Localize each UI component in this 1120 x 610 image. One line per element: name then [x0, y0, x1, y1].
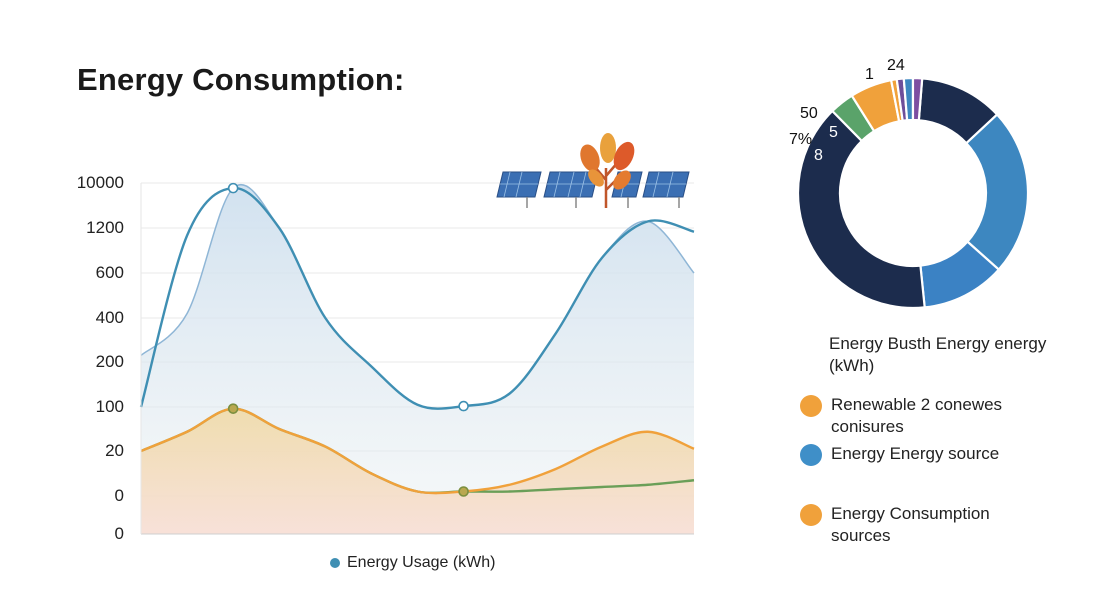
y-tick-label: 20	[105, 441, 124, 460]
line-chart-legend: Energy Usage (kWh)	[330, 554, 496, 572]
y-tick-label: 100	[95, 397, 124, 416]
slice-label: 1	[865, 66, 874, 83]
legend-swatch	[800, 395, 822, 417]
slice-label: 8	[814, 147, 823, 164]
legend-dot	[330, 558, 340, 568]
legend-item-label: Energy Energy source	[831, 444, 1000, 463]
y-tick-label: 600	[95, 263, 124, 282]
donut-slice	[964, 112, 1030, 272]
donut-chart	[796, 76, 1030, 310]
data-point-marker	[458, 486, 469, 497]
donut-legend-title: Energy Busth Energy energy (kWh)	[829, 334, 1047, 375]
y-tick-label: 0	[114, 524, 124, 543]
data-point-marker	[458, 400, 469, 412]
legend-swatch	[800, 444, 822, 466]
legend-swatch	[800, 504, 822, 526]
series-line	[139, 186, 695, 410]
legend-item-label: Renewable 2 conewes conisures	[831, 395, 1003, 436]
legend-label: Energy Usage (kWh)	[347, 554, 496, 571]
donut-slice	[911, 76, 924, 122]
legend-item: Energy Energy source	[800, 443, 1031, 466]
series-areas	[141, 184, 694, 534]
donut-slices	[796, 76, 1030, 310]
page-title: Energy Consumption:	[77, 62, 405, 97]
series-markers	[227, 182, 469, 497]
y-tick-label: 10000	[76, 173, 124, 192]
tree-icon	[580, 133, 635, 208]
y-tick-label: 200	[95, 352, 124, 371]
data-point-marker	[227, 403, 239, 414]
data-point-marker	[227, 182, 239, 194]
y-tick-label: 1200	[86, 218, 124, 237]
slice-label: 50	[800, 105, 818, 122]
legend-item: Renewable 2 conewes conisures	[800, 394, 1031, 438]
line-area-chart	[139, 133, 695, 535]
y-tick-label: 400	[95, 308, 124, 327]
slice-label: 5	[829, 124, 838, 141]
slice-label: 7%	[789, 131, 813, 148]
y-tick-label: 0	[114, 486, 124, 505]
legend-item: Energy Consumption sources	[800, 503, 1031, 547]
legend-item-label: Energy Consumption sources	[831, 504, 990, 545]
slice-label: 24	[887, 57, 905, 74]
series-area	[141, 408, 694, 534]
donut-slice	[796, 109, 926, 310]
